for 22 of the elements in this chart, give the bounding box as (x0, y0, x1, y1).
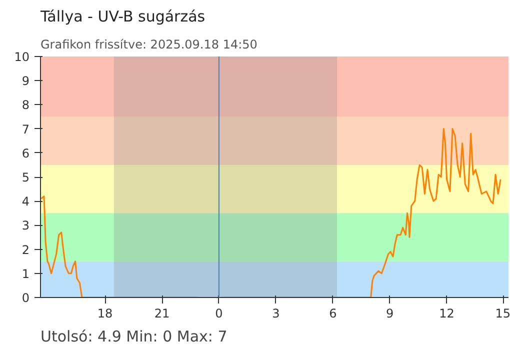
x-tick-label: 3 (272, 306, 280, 320)
y-tick-label: 1 (22, 266, 30, 281)
y-tick-label: 10 (14, 50, 30, 64)
x-tick-label: 18 (97, 306, 113, 320)
y-tick-label: 2 (22, 242, 30, 257)
x-tick-label: 9 (386, 306, 394, 320)
y-tick-label: 6 (22, 146, 30, 160)
text: Utolsó: 4.9 Min: 0 Max: 7 (40, 328, 228, 346)
y-tick-label: 8 (22, 98, 30, 112)
y-tick-label: 9 (22, 74, 30, 88)
x-tick-label: 0 (215, 306, 223, 320)
x-tick-label: 21 (154, 306, 170, 320)
chart-title: Tállya - UV-B sugárzás (40, 8, 206, 26)
y-tick-label: 5 (22, 170, 30, 184)
x-tick-label: 6 (329, 306, 337, 320)
x-tick-label: 15 (495, 306, 510, 320)
y-tick-label: 3 (22, 218, 30, 233)
chart-subtitle: Grafikon frissítve: 2025.09.18 14:50 (40, 38, 258, 52)
y-tick-label: 0 (22, 291, 30, 305)
x-tick-label: 12 (439, 306, 454, 320)
y-tick-label: 4 (22, 194, 30, 209)
y-tick-label: 7 (22, 122, 30, 136)
